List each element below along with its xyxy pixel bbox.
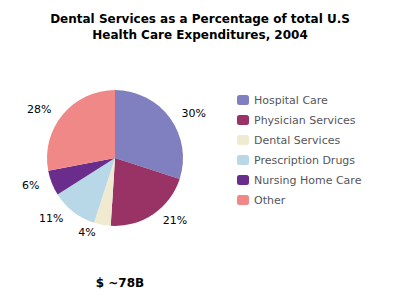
svg-text:30%: 30%	[181, 107, 205, 120]
svg-text:11%: 11%	[39, 212, 63, 225]
svg-text:4%: 4%	[78, 226, 95, 239]
svg-text:Hospital Care: Hospital Care	[254, 94, 328, 107]
svg-text:Health Care Expenditures, 2004: Health Care Expenditures, 2004	[92, 28, 308, 42]
svg-text:Physician Services: Physician Services	[254, 114, 356, 127]
svg-text:Dental Services as a Percentag: Dental Services as a Percentage of total…	[50, 12, 350, 26]
svg-text:$ ~78B: $ ~78B	[96, 276, 144, 290]
svg-text:28%: 28%	[27, 103, 51, 116]
svg-text:21%: 21%	[163, 214, 187, 227]
svg-text:6%: 6%	[22, 179, 39, 192]
svg-text:Prescription Drugs: Prescription Drugs	[254, 154, 355, 167]
svg-text:Other: Other	[254, 194, 286, 207]
svg-text:Nursing Home Care: Nursing Home Care	[254, 174, 362, 187]
svg-text:Dental Services: Dental Services	[254, 134, 340, 147]
